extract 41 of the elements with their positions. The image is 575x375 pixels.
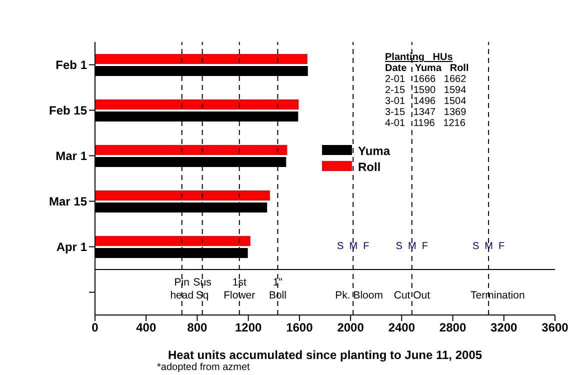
bar [95,100,299,110]
annotation: 3-01 1496 1504 [385,96,467,107]
annotation: 3-15 1347 1369 [385,107,467,118]
annotation: S M F [472,240,505,252]
x-tick-label: 3200 [490,320,518,335]
y-tick-label: Feb 1 [56,58,88,72]
annotation: S M F [396,240,428,252]
bar [95,236,250,246]
x-tick-label: 2800 [439,320,466,335]
y-tick-label: Mar 1 [56,149,88,164]
bar [95,54,308,64]
legend-label: Yuma [358,144,390,158]
ref-line-label: Sus Sq [193,276,212,302]
ref-line-label: 1st Flower [224,276,256,302]
ref-line-label: Termination [470,290,525,302]
annotation: Planting HUs [385,52,454,63]
annotation: 2-01 1666 1662 [385,74,467,85]
ref-line-label: Pk. Bloom [335,290,384,302]
x-tick-label: 2000 [337,320,364,335]
x-tick-label: 1200 [234,320,262,335]
x-tick-label: 3600 [542,320,569,335]
annotation: 2-15 1590 1594 [385,85,467,96]
annotation: S M F [336,240,370,252]
bar [95,145,288,155]
bar [95,190,270,200]
x-tick-label: 400 [136,320,156,335]
text: *adopted from azmet [157,362,250,373]
x-tick-label: 800 [187,320,208,335]
annotation: 4-01 1196 1216 [385,118,466,129]
x-tick-label: 0 [92,320,99,335]
ref-line-label: Pin head [170,276,194,302]
ref-line-label: Cut Out [394,290,430,302]
y-tick-label: Mar 15 [48,194,88,209]
y-tick-label: Feb 15 [48,104,88,118]
annotation: Date Yuma Roll [385,63,469,74]
y-tick-label: Apr 1 [56,240,88,254]
x-tick-label: 2400 [388,320,416,335]
ref-line-label: 1" Boll [268,276,286,302]
x-tick-label: 1600 [286,320,314,335]
x-axis-title: Heat units accumulated since planting to June 11, 2005 [168,348,482,362]
legend-label: Roll [358,160,381,174]
